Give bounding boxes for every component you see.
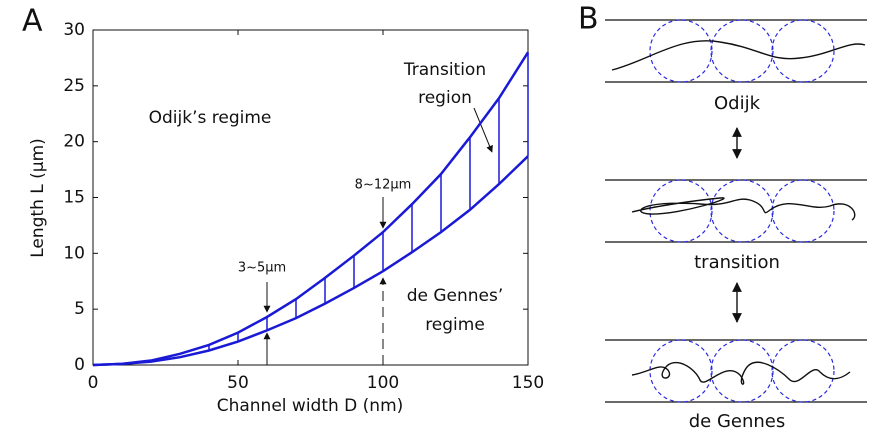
y-tick-label: 0: [74, 355, 85, 375]
annotation: 3~5μm: [238, 261, 286, 276]
annotation: 8~12μm: [355, 178, 412, 193]
panel-label: A: [22, 4, 43, 39]
curve: [92, 51, 530, 367]
diagram-caption: transition: [694, 252, 780, 273]
diagram-caption: Odijk: [714, 93, 761, 114]
annotation: region: [418, 88, 472, 108]
panel-label: B: [578, 2, 599, 37]
x-tick-label: 50: [227, 373, 249, 393]
x-axis-label: Channel width D (nm): [217, 396, 404, 416]
y-tick-label: 20: [63, 132, 85, 152]
diagram-caption: de Gennes: [689, 411, 786, 432]
y-tick-label: 15: [63, 188, 85, 208]
channel-diagram: [605, 19, 867, 403]
annotation: de Gennes’: [407, 286, 504, 306]
polymer-chain: [611, 40, 866, 385]
curve: [92, 155, 529, 367]
x-tick-label: 0: [88, 373, 99, 393]
annotation-arrow: [473, 107, 493, 153]
y-tick-label: 30: [63, 20, 85, 40]
y-tick-label: 25: [63, 76, 85, 96]
annotation: Transition: [403, 60, 486, 80]
annotation: Odijk’s regime: [149, 108, 272, 128]
x-tick-label: 100: [367, 373, 399, 393]
y-tick-label: 5: [74, 299, 85, 319]
y-tick-label: 10: [63, 243, 85, 263]
annotation: regime: [425, 315, 485, 335]
x-tick-label: 150: [512, 373, 544, 393]
blob-circles: [649, 19, 835, 403]
y-axis-label: Length L (μm): [28, 138, 48, 258]
